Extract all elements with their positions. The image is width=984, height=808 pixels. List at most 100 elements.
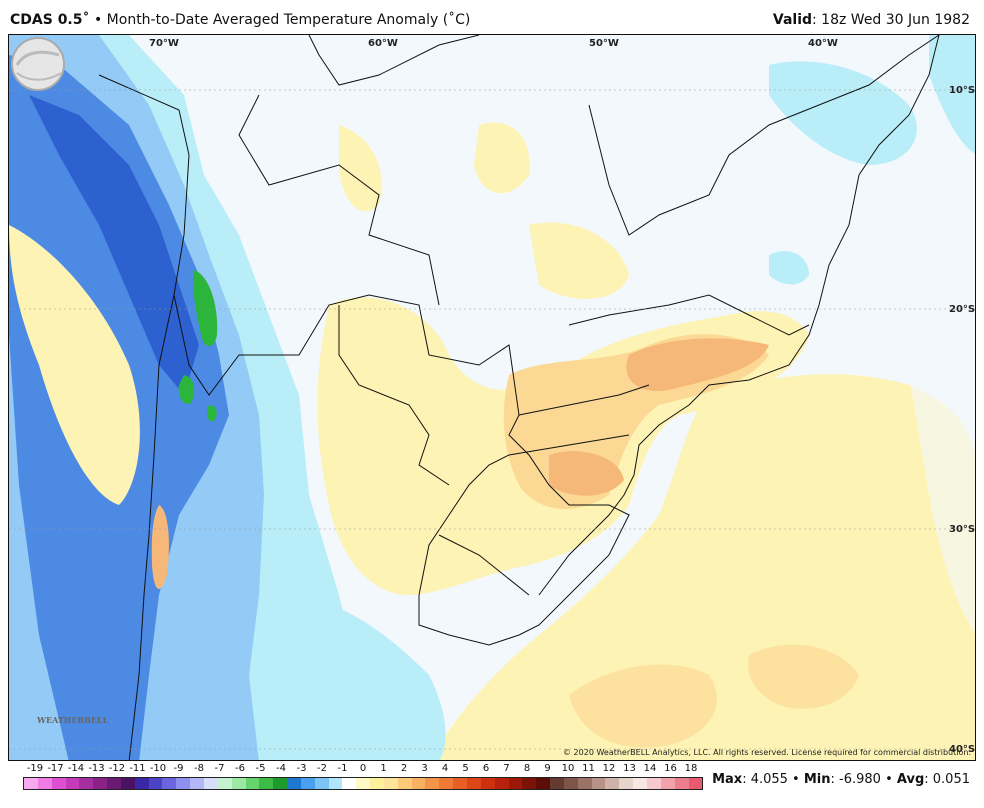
colorbar-tick-label: -1 (337, 763, 348, 774)
stats-sep-1: • (787, 772, 804, 787)
colorbar-tick-label: 8 (523, 763, 531, 774)
atlantic-warm-field (430, 374, 975, 760)
northeast-cool-field (769, 35, 975, 285)
colorbar-tick-label: 4 (441, 763, 449, 774)
min-label: Min (803, 772, 831, 787)
colorbar-swatch (93, 778, 108, 789)
colorbar-swatch (245, 778, 260, 789)
lon-label-70w: 70°W (149, 38, 179, 49)
colorbar-tick-label: -10 (149, 763, 167, 774)
colorbar-swatch (480, 778, 495, 789)
colorbar-swatch (107, 778, 121, 789)
colorbar-labels: -19 -17 -14 -13 -12 -11 -10 -9 -8 -7 -6 -5 -4 -3 -2 -1 0… (23, 763, 703, 777)
colorbar-swatch (619, 778, 634, 789)
colorbar-swatch (287, 778, 301, 789)
pacific-warm-field (9, 225, 140, 505)
colorbar-swatch (425, 778, 440, 789)
colorbar-swatch (383, 778, 398, 789)
model-name: CDAS 0.5˚ (10, 12, 90, 28)
weatherbell-logo-icon (11, 37, 65, 91)
colorbar-swatch (203, 778, 218, 789)
colorbar-swatch (314, 778, 329, 789)
colorbar-tick-label: 7 (503, 763, 510, 774)
colorbar-swatch (550, 778, 564, 789)
colorbar-swatch (633, 778, 647, 789)
colorbar-swatch (439, 778, 454, 789)
colorbar-swatch (591, 778, 606, 789)
map-canvas (9, 35, 975, 760)
colorbar-tick-label: -2 (317, 763, 327, 774)
colorbar-swatch (217, 778, 232, 789)
colorbar-tick-label: 12 (602, 763, 616, 774)
colorbar-swatches (23, 777, 703, 790)
colorbar-swatch (660, 778, 675, 789)
colorbar-tick-label: 11 (582, 763, 595, 774)
anomaly-map[interactable]: 70°W 60°W 50°W 40°W 10°S 20°S 30°S 40°S … (8, 34, 976, 761)
logo-text: WEATHERBELL (37, 715, 109, 725)
valid-value: : 18z Wed 30 Jun 1982 (812, 12, 970, 28)
lon-label-40w: 40°W (808, 38, 838, 49)
max-value: : 4.055 (742, 772, 788, 787)
valid-time: Valid: 18z Wed 30 Jun 1982 (773, 12, 970, 28)
colorbar-swatch (577, 778, 592, 789)
colorbar-swatch (120, 778, 135, 789)
colorbar-tick-label: -3 (296, 763, 307, 774)
colorbar-swatch (259, 778, 274, 789)
colorbar-swatch (176, 778, 191, 789)
colorbar-swatch (190, 778, 204, 789)
colorbar-tick-label: -6 (235, 763, 245, 774)
colorbar-swatch (536, 778, 551, 789)
colorbar-tick-label: -13 (88, 763, 105, 774)
colorbar-tick-label: 18 (684, 763, 698, 774)
country-borders (98, 35, 940, 760)
colorbar-tick-label: 0 (359, 763, 367, 774)
colorbar-swatch (494, 778, 509, 789)
colorbar-swatch (646, 778, 661, 789)
lat-label-20s: 20°S (949, 304, 976, 315)
colorbar-swatch (605, 778, 620, 789)
colorbar-tick-label: -7 (214, 763, 225, 774)
colorbar-tick-label: 13 (623, 763, 636, 774)
colorbar-tick-label: -19 (26, 763, 44, 774)
colorbar-swatch (37, 778, 52, 789)
colorbar-swatch (79, 778, 94, 789)
colorbar-swatch (467, 778, 481, 789)
colorbar-swatch (273, 778, 288, 789)
header: CDAS 0.5˚ • Month-to-Date Averaged Tempe… (0, 0, 984, 34)
colorbar-swatch (370, 778, 384, 789)
valid-label: Valid (772, 12, 813, 28)
colorbar-swatch (411, 778, 426, 789)
lat-label-10s: 10°S (949, 85, 976, 96)
graticule (9, 89, 975, 750)
colorbar-tick-label: -9 (173, 763, 184, 774)
avg-value: : 0.051 (924, 772, 970, 787)
colorbar-swatch (24, 778, 38, 789)
colorbar-swatch (134, 778, 149, 789)
colorbar-tick-label: -8 (194, 763, 204, 774)
colorbar-swatch (688, 778, 703, 789)
colorbar-tick-label: 2 (400, 763, 408, 774)
colorbar-tick-label: 10 (561, 763, 575, 774)
avg-label: Avg (896, 772, 925, 787)
lat-label-30s: 30°S (949, 524, 976, 535)
colorbar-tick-label: -11 (129, 763, 146, 774)
colorbar-tick-label: 1 (380, 763, 387, 774)
colorbar-tick-label: -5 (255, 763, 266, 774)
colorbar-swatch (300, 778, 315, 789)
colorbar-swatch (453, 778, 467, 789)
colorbar-tick-label: 9 (544, 763, 551, 774)
lat-label-40s: 40°S (949, 744, 976, 755)
product-description: Month-to-Date Averaged Temperature Anoma… (106, 12, 471, 28)
colorbar-swatch (148, 778, 163, 789)
colorbar-swatch (397, 778, 412, 789)
colorbar-tick-label: -4 (276, 763, 286, 774)
stats-sep-2: • (880, 772, 897, 787)
colorbar-tick-label: -17 (47, 763, 64, 774)
colorbar-tick-label: 6 (482, 763, 490, 774)
colorbar-swatch (356, 778, 371, 789)
cool-anomaly-field (9, 35, 359, 760)
field-stats: Max: 4.055 • Min: -6.980 • Avg: 0.051 (712, 772, 970, 787)
colorbar-tick-label: 14 (643, 763, 657, 774)
lon-label-50w: 50°W (589, 38, 619, 49)
colorbar-tick-label: 5 (462, 763, 469, 774)
